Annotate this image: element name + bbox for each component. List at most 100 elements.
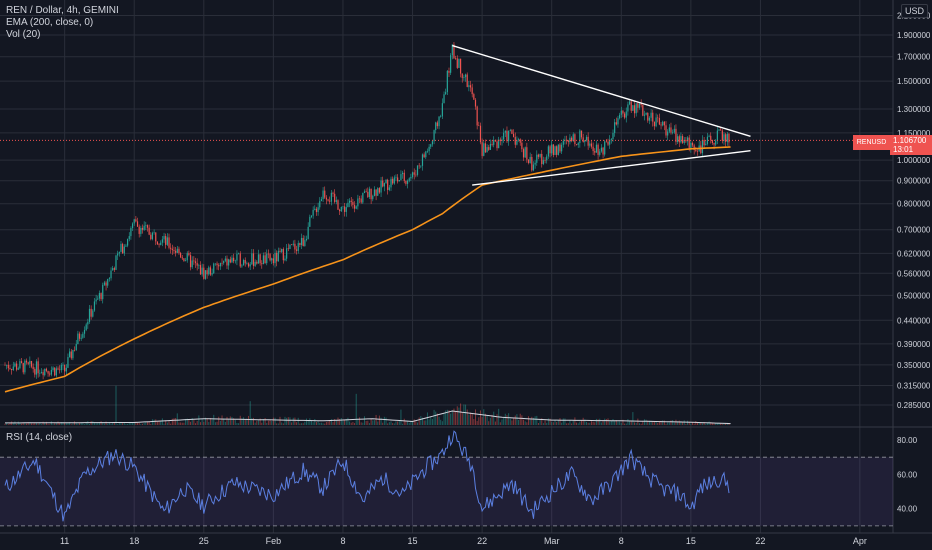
rsi-legend[interactable]: RSI (14, close)	[6, 432, 73, 443]
candle-body	[667, 131, 669, 136]
price-axis[interactable]: 2.1000001.9000001.7000001.5000001.300000…	[897, 11, 931, 410]
volume-bar	[70, 424, 72, 425]
candle-body	[433, 130, 435, 142]
candle-body	[539, 153, 541, 157]
volume-bar	[62, 422, 64, 425]
volume-bar	[514, 415, 516, 425]
volume-bar	[269, 420, 271, 425]
candle-body	[133, 219, 135, 224]
volume-bar	[85, 421, 87, 425]
volume-bar	[42, 421, 44, 425]
volume-bar	[158, 420, 160, 425]
candle-body	[188, 253, 190, 256]
candle-body	[143, 225, 145, 230]
candle-body	[163, 236, 165, 240]
candle-body	[363, 191, 366, 194]
triangle-trendline[interactable]	[452, 44, 751, 138]
volume-bar	[721, 424, 723, 425]
volume-bar	[625, 423, 627, 425]
volume-bar	[713, 423, 715, 425]
candle-body	[90, 308, 92, 317]
candle-body	[368, 188, 371, 198]
volume-bar	[362, 422, 364, 425]
volume-bar	[195, 423, 197, 425]
vol-legend[interactable]: Vol (20)	[6, 29, 41, 40]
volume-bar	[79, 423, 81, 425]
candle-body	[319, 201, 321, 208]
volume-bar	[571, 423, 573, 425]
candle-body	[420, 165, 422, 167]
candle-body	[171, 248, 173, 251]
candle-body	[587, 136, 589, 146]
volume-bar	[574, 417, 576, 425]
volume-bar	[201, 418, 203, 425]
volume-bar	[334, 418, 336, 425]
candle-body	[471, 87, 473, 95]
candle-body	[27, 362, 29, 364]
volume-bar	[465, 404, 467, 425]
volume-bar	[277, 423, 279, 425]
candle-body	[455, 58, 457, 59]
volume-bar	[382, 422, 384, 425]
volume-bar	[256, 420, 258, 425]
volume-bar	[122, 423, 124, 425]
price-tick-label: 0.620000	[897, 249, 931, 258]
volume-bar	[125, 423, 127, 425]
candle-body	[50, 369, 52, 375]
volume-bar	[417, 422, 419, 425]
symbol-legend[interactable]: REN / Dollar, 4h, GEMINI	[6, 5, 119, 16]
volume-bar	[569, 420, 571, 425]
currency-badge[interactable]: USD	[901, 4, 929, 18]
candle-body	[607, 141, 609, 145]
candle-body	[327, 199, 329, 201]
candle-body	[411, 172, 414, 177]
volume-bar	[458, 407, 460, 425]
volume-bar	[398, 420, 400, 425]
volume-bar	[117, 424, 119, 425]
price-tick-label: 0.315000	[897, 381, 931, 390]
candle-body	[194, 261, 197, 264]
candle-body	[615, 122, 617, 125]
candle-body	[148, 227, 150, 235]
time-axis[interactable]: 11 18 25 Feb 8 15 22 Mar 8 15 22 Apr	[60, 536, 867, 546]
volume-bar	[365, 421, 367, 425]
candle-body	[204, 270, 207, 279]
volume-bar	[604, 418, 606, 425]
candle-body	[242, 259, 245, 266]
candle-body	[643, 114, 646, 116]
candle-body	[320, 199, 323, 202]
candle-body	[77, 333, 79, 345]
candle-body	[122, 243, 124, 254]
candle-body	[677, 136, 679, 142]
volume-bar	[690, 423, 692, 425]
triangle-trendline[interactable]	[472, 149, 751, 186]
volume-bar	[657, 422, 659, 425]
candle-body	[554, 146, 556, 155]
volume-bar	[287, 417, 289, 425]
volume-bar	[342, 420, 344, 425]
volume-bar	[589, 422, 591, 425]
trendlines[interactable]	[452, 44, 751, 186]
candle-body	[39, 372, 41, 374]
volume-bar	[175, 417, 177, 425]
candle-body	[93, 301, 96, 311]
ema-legend[interactable]: EMA (200, close, 0)	[6, 17, 94, 28]
volume-bar	[637, 418, 639, 425]
volume-bar	[728, 423, 730, 425]
candle-body	[498, 139, 500, 149]
volume-bar	[45, 421, 47, 425]
candle-body	[542, 160, 545, 165]
volume-bar	[168, 421, 170, 425]
volume-bar	[60, 422, 62, 425]
candle-body	[566, 139, 568, 141]
candle-body	[473, 94, 475, 100]
candle-body	[281, 248, 283, 252]
volume-bar	[585, 421, 587, 425]
time-tick-label: 8	[340, 536, 345, 546]
volume-bar	[645, 419, 647, 425]
rsi-axis[interactable]: 80.00 60.00 40.00	[897, 436, 918, 514]
volume-bar	[491, 414, 493, 425]
volume-bar	[720, 423, 722, 425]
candle-body	[373, 189, 376, 196]
